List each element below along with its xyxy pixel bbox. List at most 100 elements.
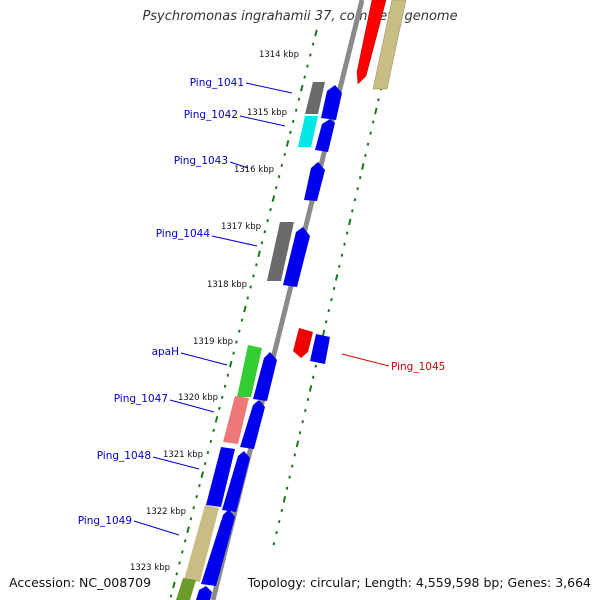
kbp-label: 1314 kbp xyxy=(259,50,299,60)
tick-mark xyxy=(280,508,284,513)
tick-mark xyxy=(374,107,378,115)
gene-label-apah: apaH xyxy=(152,346,179,358)
tick-mark xyxy=(327,309,331,313)
kbp-labels: 1314 kbp 1315 kbp 1316 kbp 1317 kbp 1318… xyxy=(130,50,299,573)
tick-mark xyxy=(290,464,294,468)
tick-mark xyxy=(235,340,238,344)
kbp-label: 1318 kbp xyxy=(207,280,247,290)
tick-mark xyxy=(371,120,375,124)
tick-mark xyxy=(289,130,292,134)
tick-mark xyxy=(277,174,281,179)
tick-mark xyxy=(246,296,250,300)
tick-mark xyxy=(311,375,315,379)
tick-mark xyxy=(237,329,241,333)
tick-mark xyxy=(309,53,312,57)
tick-mark xyxy=(228,360,233,368)
feature-ping-1045-blue xyxy=(310,334,330,364)
tick-mark xyxy=(181,550,184,554)
tick-mark xyxy=(266,219,269,223)
tick-mark xyxy=(186,526,190,534)
tick-mark xyxy=(300,84,304,92)
tick-mark xyxy=(172,581,176,589)
tick-mark xyxy=(304,408,307,413)
tick-mark xyxy=(345,231,349,235)
tick-mark xyxy=(198,484,201,488)
feature-bottom-blue xyxy=(196,586,212,600)
tick-mark xyxy=(308,385,313,392)
kbp-label: 1321 kbp xyxy=(163,450,203,460)
gene-label-ping-1049: Ping_1049 xyxy=(78,515,132,527)
feature-ping-1047-pink xyxy=(223,396,249,444)
tick-mark xyxy=(351,209,354,213)
tick-mark xyxy=(295,440,300,448)
feature-top-tan xyxy=(372,0,407,90)
feature-ping-1049-blue xyxy=(201,509,235,586)
tick-mark xyxy=(203,461,207,466)
feature-bottom-olive xyxy=(176,578,196,600)
kbp-label: 1323 kbp xyxy=(130,563,170,573)
tick-mark xyxy=(334,274,339,281)
tick-mark xyxy=(263,230,267,234)
tick-mark xyxy=(189,517,193,521)
feature-top-red xyxy=(356,0,387,85)
tick-mark xyxy=(303,75,306,79)
tick-mark xyxy=(274,185,278,190)
tick-mark xyxy=(283,152,287,157)
gene-label-ping-1047: Ping_1047 xyxy=(114,393,168,405)
kbp-label: 1320 kbp xyxy=(178,393,218,403)
tick-mark xyxy=(338,264,341,268)
tick-mark xyxy=(277,519,281,524)
tick-mark xyxy=(306,397,310,402)
tick-mark xyxy=(206,450,210,455)
tick-mark xyxy=(324,320,328,324)
tick-mark xyxy=(209,439,213,444)
tick-mark xyxy=(369,131,372,135)
kbp-label: 1317 kbp xyxy=(221,222,261,232)
tick-mark xyxy=(200,471,205,478)
tick-mark xyxy=(311,42,315,46)
tick-mark xyxy=(269,208,272,212)
tick-mark xyxy=(249,285,252,289)
tick-mark xyxy=(340,253,344,257)
tick-mark xyxy=(314,29,318,37)
tick-mark xyxy=(282,495,287,503)
gene-label-ping-1044: Ping_1044 xyxy=(156,228,211,240)
tick-mark xyxy=(321,329,326,337)
kbp-label: 1315 kbp xyxy=(247,108,287,118)
tick-mark xyxy=(223,384,227,388)
gene-label-ping-1045: Ping_1045 xyxy=(391,361,445,373)
kbp-label: 1322 kbp xyxy=(146,507,186,517)
tick-mark xyxy=(226,373,230,377)
tick-mark xyxy=(366,142,370,146)
accession-text: Accession: NC_008709 xyxy=(9,575,152,590)
tick-mark xyxy=(169,594,173,598)
tick-mark xyxy=(195,495,198,499)
tick-mark xyxy=(271,195,276,202)
feature-ping-1045-red xyxy=(293,328,313,358)
tick-mark xyxy=(288,475,291,479)
feature-ping-1049-tan xyxy=(184,505,219,582)
tick-mark xyxy=(332,286,336,291)
topology-text: Topology: circular; Length: 4,559,598 bp… xyxy=(247,575,591,590)
kbp-label: 1316 kbp xyxy=(234,165,274,175)
tick-mark xyxy=(301,420,304,424)
tick-mark xyxy=(243,305,247,313)
leader-lines xyxy=(133,82,390,536)
tick-mark xyxy=(298,431,302,435)
gene-labels: Ping_1041 Ping_1042 Ping_1043 Ping_1044 … xyxy=(78,77,446,527)
tick-mark xyxy=(183,539,187,543)
tick-mark xyxy=(291,119,295,123)
gene-label-ping-1048: Ping_1048 xyxy=(97,450,151,462)
tick-mark xyxy=(178,561,181,565)
feature-ping-1047-blue xyxy=(240,400,265,449)
tick-mark xyxy=(272,542,276,546)
feature-apah-green xyxy=(237,345,262,397)
feature-ping-1044-blue xyxy=(283,227,310,287)
gene-label-ping-1041: Ping_1041 xyxy=(190,77,244,89)
tick-mark xyxy=(220,395,224,399)
tick-mark xyxy=(257,250,261,258)
feature-ping-1044-gray xyxy=(267,222,294,281)
feature-ping-1042-blue xyxy=(315,119,335,152)
tick-mark xyxy=(377,98,380,102)
